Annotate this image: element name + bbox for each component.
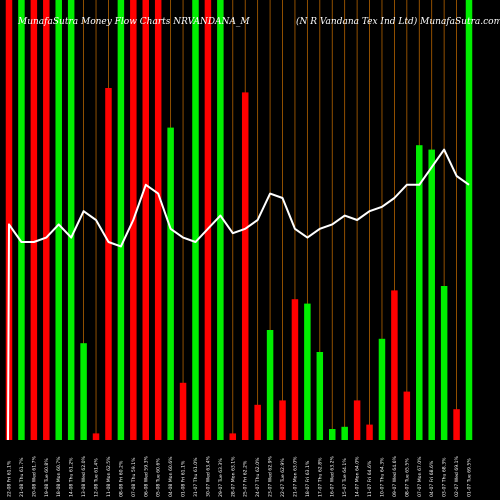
bar (341, 426, 348, 440)
bars (5, 0, 473, 441)
bar (403, 391, 411, 440)
bar (154, 0, 162, 440)
bar (453, 409, 460, 440)
bar (291, 299, 299, 440)
bar (92, 433, 100, 440)
money-flow-line (7, 148, 470, 441)
bar (304, 303, 311, 440)
bar (5, 0, 13, 440)
tick-label: 29-07 Tue 63.3% (218, 458, 224, 497)
bar (353, 400, 361, 440)
tick-label: 14-07 Mon 64.0% (355, 456, 361, 497)
tick-label: 06-08 Wed 59.3% (143, 455, 149, 497)
bar (416, 145, 423, 440)
tick-label: 25-07 Fri 62.2% (243, 460, 249, 497)
bar (229, 433, 237, 440)
bar (192, 0, 199, 440)
tick-label: 14-08 Thu 61.2% (69, 457, 75, 497)
tick-label: 20-08 Wed 61.7% (31, 455, 37, 497)
bar (179, 382, 187, 440)
tick-label: 12-08 Tue 61.4% (94, 458, 100, 497)
tick-label: 04-08 Mon 60.6% (168, 456, 174, 497)
bar (67, 0, 75, 440)
tick-label: 28-07 Mon 63.1% (230, 456, 236, 497)
tick-label: 02-07 Wed 69.1% (454, 455, 460, 497)
bar (266, 330, 274, 440)
tick-label: 22-07 Tue 62.9% (280, 458, 286, 497)
bar (391, 290, 398, 440)
chart-subtitle: (N R Vandana Tex Ind Ltd) MunafaSutra.co… (296, 16, 500, 27)
bar (465, 0, 473, 440)
bar (30, 0, 38, 440)
bar (254, 404, 261, 440)
tick-label: 08-08 Fri 60.2% (118, 460, 124, 497)
tick-label: 19-08 Tue 60.8% (44, 458, 50, 497)
bar (366, 424, 373, 440)
tick-label: 31-07 Thu 61.0% (193, 457, 199, 497)
tick-label: 15-07 Tue 64.1% (342, 458, 348, 497)
tick-label: 30-07 Wed 63.4% (205, 455, 211, 497)
chart-title: MunafaSutra Money Flow Charts NRVANDANA_… (17, 17, 250, 27)
bar (241, 92, 249, 441)
tick-label: 18-07 Fri 63.1% (305, 460, 311, 497)
tick-label: 05-08 Tue 60.6% (156, 458, 162, 497)
tick-label: 08-07 Tue 65.5% (404, 458, 410, 497)
tick-label: 07-08 Thu 59.1% (131, 457, 137, 497)
tick-label: 11-07 Fri 64.6% (367, 460, 373, 497)
bar (328, 429, 336, 440)
bar (217, 0, 224, 440)
bar (80, 343, 87, 440)
bar (279, 400, 286, 440)
tick-label: 22-08 Fri 61.1% (7, 460, 13, 497)
bar (440, 286, 448, 440)
tick-label: 13-08 Wed 62.0% (81, 455, 87, 497)
bar (117, 0, 125, 440)
tick-label: 23-07 Wed 62.9% (268, 455, 274, 497)
tick-label: 01-07 Tue 69.5% (467, 458, 473, 497)
bar (316, 352, 324, 440)
bar (167, 127, 174, 440)
tick-label: 07-07 Mon 67.0% (417, 456, 423, 497)
bar (378, 338, 386, 440)
tick-label: 04-07 Fri 68.6% (429, 460, 435, 497)
tick-label: 16-07 Wed 63.2% (330, 455, 336, 497)
bar (18, 0, 25, 440)
bar (204, 0, 212, 440)
tick-label: 11-08 Mon 62.5% (106, 456, 112, 497)
tick-label: 10-07 Thu 64.3% (379, 457, 385, 497)
tick-label: 03-07 Thu 68.3% (442, 457, 448, 497)
tick-label: 21-07 Mon 63.0% (292, 456, 298, 497)
tick-label: 21-08 Thu 61.7% (19, 457, 25, 497)
tick-label: 18-08 Mon 60.7% (56, 456, 62, 497)
tick-label: 09-07 Wed 64.6% (392, 455, 398, 497)
tick-label: 17-07 Thu 62.8% (317, 457, 323, 497)
bar (55, 0, 62, 440)
x-axis-tick-labels: 22-08 Fri 61.1% 21-08 Thu 61.7% 20-08 Wed … (7, 455, 473, 497)
bar (43, 0, 50, 440)
tick-label: 01-08 Fri 61.1% (181, 460, 187, 497)
bar (105, 88, 112, 440)
money-flow-path (7, 148, 470, 441)
tick-label: 24-07 Thu 62.0% (255, 457, 261, 497)
bar (142, 0, 150, 440)
bar (428, 149, 435, 440)
